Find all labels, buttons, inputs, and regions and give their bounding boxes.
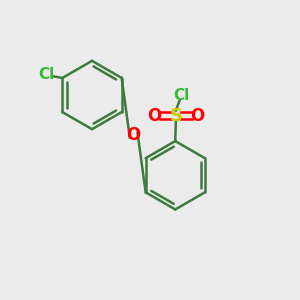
Text: O: O bbox=[190, 107, 204, 125]
Text: O: O bbox=[127, 126, 141, 144]
Text: Cl: Cl bbox=[173, 88, 189, 103]
Text: O: O bbox=[147, 107, 162, 125]
Text: Cl: Cl bbox=[38, 68, 54, 82]
Text: S: S bbox=[169, 107, 182, 125]
